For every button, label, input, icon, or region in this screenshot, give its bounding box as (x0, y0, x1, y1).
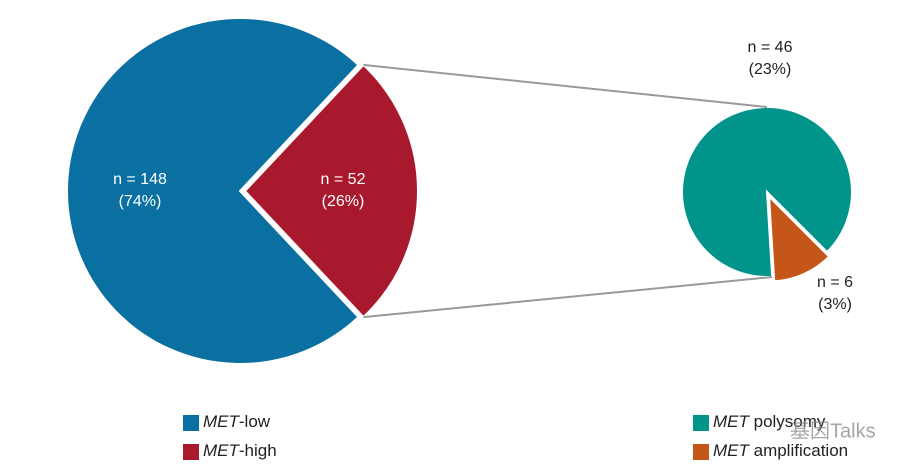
legend-swatch (693, 415, 709, 431)
legend-label: MET-high (203, 441, 277, 460)
pie-slice (767, 193, 831, 283)
count-label: n = 52 (321, 171, 366, 188)
legend-swatch (183, 415, 199, 431)
value-label: (74%) (119, 193, 162, 210)
value-label: (23%) (749, 61, 792, 78)
legend-label: MET-low (203, 412, 271, 431)
count-label: n = 46 (748, 39, 793, 56)
pie-slice (243, 63, 420, 319)
count-label: n = 6 (817, 274, 853, 291)
legend-swatch (693, 444, 709, 460)
legend-label: MET polysomy (713, 412, 826, 431)
count-label: n = 148 (113, 171, 167, 188)
pie-slice (66, 17, 360, 365)
value-label: (26%) (322, 193, 365, 210)
value-label: (3%) (818, 296, 852, 313)
connector-line (363, 63, 768, 108)
pie-slice (681, 106, 853, 278)
connector-line (363, 276, 773, 319)
watermark: 基因Talks (790, 419, 876, 442)
legend-label: MET amplification (713, 441, 848, 460)
legend-swatch (183, 444, 199, 460)
